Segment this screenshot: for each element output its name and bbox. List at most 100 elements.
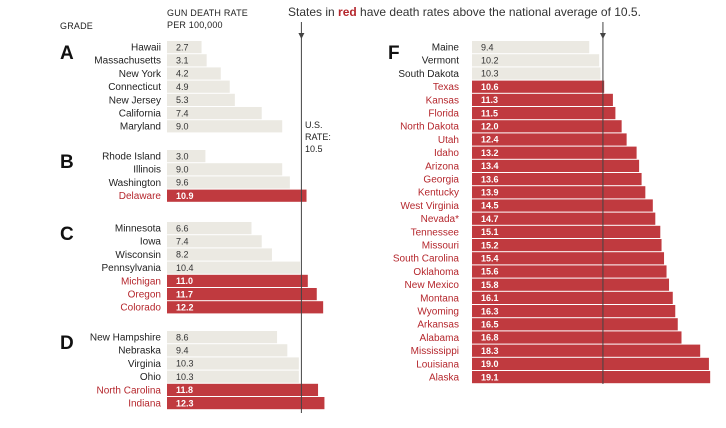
value-label-alabama: 16.8: [481, 333, 499, 343]
state-label-oklahoma: Oklahoma: [413, 267, 459, 278]
state-label-idaho: Idaho: [434, 148, 459, 159]
value-label-utah: 12.4: [481, 135, 499, 145]
value-label-new-mexico: 15.8: [481, 280, 499, 290]
state-label-new-hampshire: New Hampshire: [90, 333, 162, 344]
state-label-pennsylvania: Pennsylvania: [102, 263, 162, 274]
bar-arkansas: [472, 318, 678, 331]
grade-letter-b: B: [60, 152, 74, 173]
bar-virginia: [167, 357, 299, 370]
value-label-mississippi: 18.3: [481, 346, 499, 356]
state-label-mississippi: Mississippi: [411, 346, 459, 357]
value-label-nevada: 14.7: [481, 214, 499, 224]
value-label-illinois: 9.0: [176, 165, 189, 175]
value-label-colorado: 12.2: [176, 303, 194, 313]
bar-idaho: [472, 146, 637, 159]
value-label-arkansas: 16.5: [481, 320, 499, 330]
value-label-minnesota: 6.6: [176, 223, 189, 233]
bar-oklahoma: [472, 265, 667, 278]
bar-wisconsin: [167, 248, 272, 261]
state-label-south-dakota: South Dakota: [398, 69, 459, 80]
value-label-new-jersey: 5.3: [176, 95, 189, 105]
bar-west-virginia: [472, 199, 653, 212]
grade-letter-f: F: [388, 43, 400, 64]
value-label-wyoming: 16.3: [481, 306, 499, 316]
us-rate-arrow-right: [599, 33, 606, 39]
state-label-arkansas: Arkansas: [417, 320, 459, 331]
us-rate-arrow-left: [298, 33, 305, 39]
value-label-hawaii: 2.7: [176, 42, 189, 52]
bar-mississippi: [472, 344, 701, 357]
value-label-north-carolina: 11.8: [176, 385, 193, 395]
value-label-kentucky: 13.9: [481, 188, 499, 198]
grade-header: GRADE: [60, 21, 94, 31]
state-label-montana: Montana: [420, 293, 459, 304]
bar-massachusetts: [167, 54, 207, 67]
state-label-north-carolina: North Carolina: [97, 385, 162, 396]
state-label-colorado: Colorado: [120, 303, 161, 314]
state-label-hawaii: Hawaii: [131, 43, 161, 54]
us-rate-label-line3: 10.5: [305, 144, 323, 154]
value-label-oklahoma: 15.6: [481, 267, 499, 277]
bar-pennsylvania: [167, 261, 301, 274]
bar-north-dakota: [472, 120, 622, 133]
bar-washington: [167, 176, 290, 189]
value-label-missouri: 15.2: [481, 240, 499, 250]
state-label-wyoming: Wyoming: [417, 307, 459, 318]
value-label-west-virginia: 14.5: [481, 201, 499, 211]
value-label-vermont: 10.2: [481, 56, 499, 66]
state-label-alabama: Alabama: [420, 333, 460, 344]
value-label-maryland: 9.0: [176, 122, 189, 132]
state-label-massachusetts: Massachusetts: [94, 56, 161, 67]
note-highlight: red: [338, 5, 357, 19]
value-label-new-york: 4.2: [176, 69, 189, 79]
state-label-arizona: Arizona: [425, 161, 459, 172]
grade-letter-c: C: [60, 224, 74, 245]
state-label-maine: Maine: [432, 43, 460, 54]
bar-new-york: [167, 67, 221, 80]
state-label-utah: Utah: [438, 135, 459, 146]
value-label-texas: 10.6: [481, 82, 499, 92]
bar-north-carolina: [167, 383, 319, 396]
state-label-texas: Texas: [433, 82, 459, 93]
bar-new-mexico: [472, 278, 670, 291]
state-label-kansas: Kansas: [426, 95, 459, 106]
value-label-massachusetts: 3.1: [176, 56, 189, 66]
bar-kansas: [472, 93, 613, 106]
bar-south-carolina: [472, 252, 665, 265]
bar-nevada: [472, 212, 656, 225]
value-label-iowa: 7.4: [176, 237, 189, 247]
state-label-south-carolina: South Carolina: [393, 254, 460, 265]
value-label-connecticut: 4.9: [176, 82, 189, 92]
state-label-tennessee: Tennessee: [411, 227, 460, 238]
bar-georgia: [472, 173, 642, 186]
state-label-west-virginia: West Virginia: [400, 201, 459, 212]
grade-letter-d: D: [60, 333, 74, 354]
value-label-indiana: 12.3: [176, 398, 194, 408]
value-label-rhode-island: 3.0: [176, 151, 189, 161]
state-label-ohio: Ohio: [140, 372, 162, 383]
value-label-virginia: 10.3: [176, 359, 194, 369]
state-label-oregon: Oregon: [128, 290, 161, 301]
value-label-georgia: 13.6: [481, 174, 499, 184]
bar-new-jersey: [167, 93, 235, 106]
value-label-florida: 11.5: [481, 108, 498, 118]
value-label-arizona: 13.4: [481, 161, 499, 171]
bar-maryland: [167, 120, 283, 133]
state-label-kentucky: Kentucky: [418, 188, 459, 199]
us-rate-label-line2: RATE:: [305, 132, 331, 142]
bar-new-hampshire: [167, 331, 278, 344]
bar-california: [167, 107, 262, 120]
grade-letter-a: A: [60, 43, 74, 64]
state-label-maryland: Maryland: [120, 122, 161, 133]
bar-kentucky: [472, 186, 646, 199]
bar-ohio: [167, 370, 299, 383]
value-label-wisconsin: 8.2: [176, 250, 189, 260]
value-label-south-carolina: 15.4: [481, 254, 499, 264]
state-label-florida: Florida: [428, 109, 459, 120]
value-label-pennsylvania: 10.4: [176, 263, 194, 273]
state-label-iowa: Iowa: [140, 237, 162, 248]
state-label-georgia: Georgia: [423, 175, 459, 186]
state-label-new-mexico: New Mexico: [405, 280, 460, 291]
value-label-oregon: 11.7: [176, 289, 193, 299]
bar-south-dakota: [472, 67, 601, 80]
